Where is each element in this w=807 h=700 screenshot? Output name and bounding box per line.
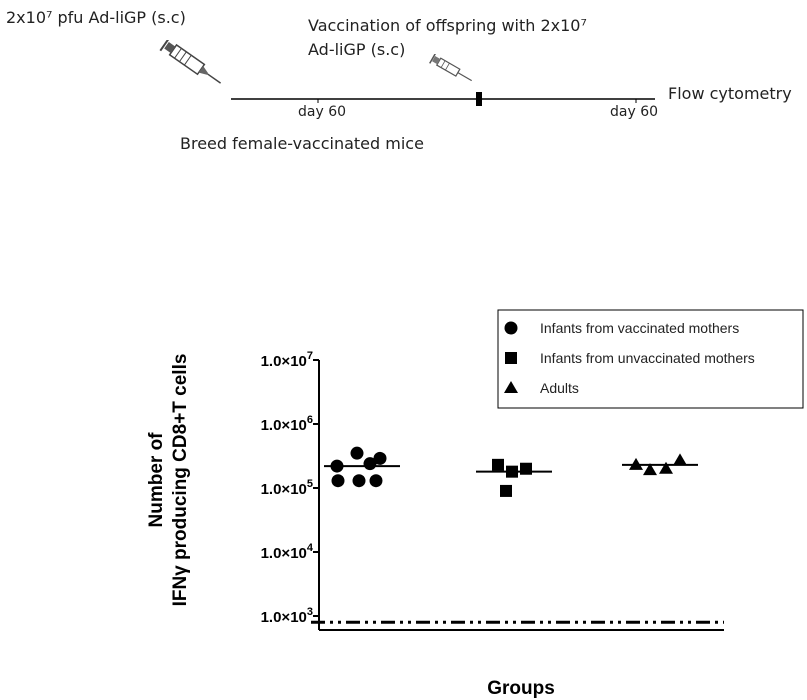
small-syringe-icon <box>429 54 472 82</box>
data-point-triangle <box>659 461 673 474</box>
offspring-vaccination-label-line2: Ad-liGP (s.c) <box>308 40 406 59</box>
y-tick-label: 1.0×103 <box>261 606 313 626</box>
data-point-triangle <box>504 381 518 393</box>
legend-label: Infants from vaccinated mothers <box>540 320 739 336</box>
flow-cytometry-label: Flow cytometry <box>668 84 792 103</box>
y-tick-label: 1.0×107 <box>261 350 313 370</box>
data-point-triangle <box>629 457 643 470</box>
chart-legend: Infants from vaccinated mothers Infants f… <box>497 309 804 409</box>
data-point-circle <box>373 451 387 465</box>
day-label-first: day 60 <box>298 104 347 120</box>
y-axis-label-line1: Number of <box>146 432 167 528</box>
data-point-circle <box>363 457 377 471</box>
breed-label: Breed female-vaccinated mice <box>180 134 424 153</box>
syringe-icon <box>159 40 222 84</box>
data-point-circle <box>352 474 366 488</box>
data-point-square <box>500 484 512 497</box>
x-axis-label: Groups <box>487 678 555 699</box>
data-point-circle <box>330 459 344 473</box>
data-point-square <box>520 462 532 475</box>
data-point-square <box>506 465 518 478</box>
data-point-circle <box>331 474 345 488</box>
data-point-square <box>505 352 517 364</box>
data-point-circle <box>504 321 518 335</box>
y-tick-label: 1.0×105 <box>261 478 313 498</box>
offspring-vaccination-label-line1: Vaccination of offspring with 2x10⁷ <box>308 16 587 35</box>
timeline-line <box>231 92 655 106</box>
data-point-triangle <box>643 463 657 476</box>
y-tick-label: 1.0×106 <box>261 414 313 434</box>
legend-label: Infants from unvaccinated mothers <box>540 350 755 366</box>
day-label-second: day 60 <box>610 104 659 120</box>
first-vaccination-label: 2x10⁷ pfu Ad-liGP (s.c) <box>6 8 186 27</box>
data-point-circle <box>369 474 383 488</box>
data-point-circle <box>350 446 364 460</box>
y-tick-label: 1.0×104 <box>261 542 314 562</box>
y-axis-label-line2: IFNγ producing CD8+T cells <box>170 354 191 607</box>
legend-label: Adults <box>540 380 579 396</box>
data-point-triangle <box>673 453 687 466</box>
data-point-square <box>492 458 504 471</box>
timeline-marker <box>476 92 482 106</box>
